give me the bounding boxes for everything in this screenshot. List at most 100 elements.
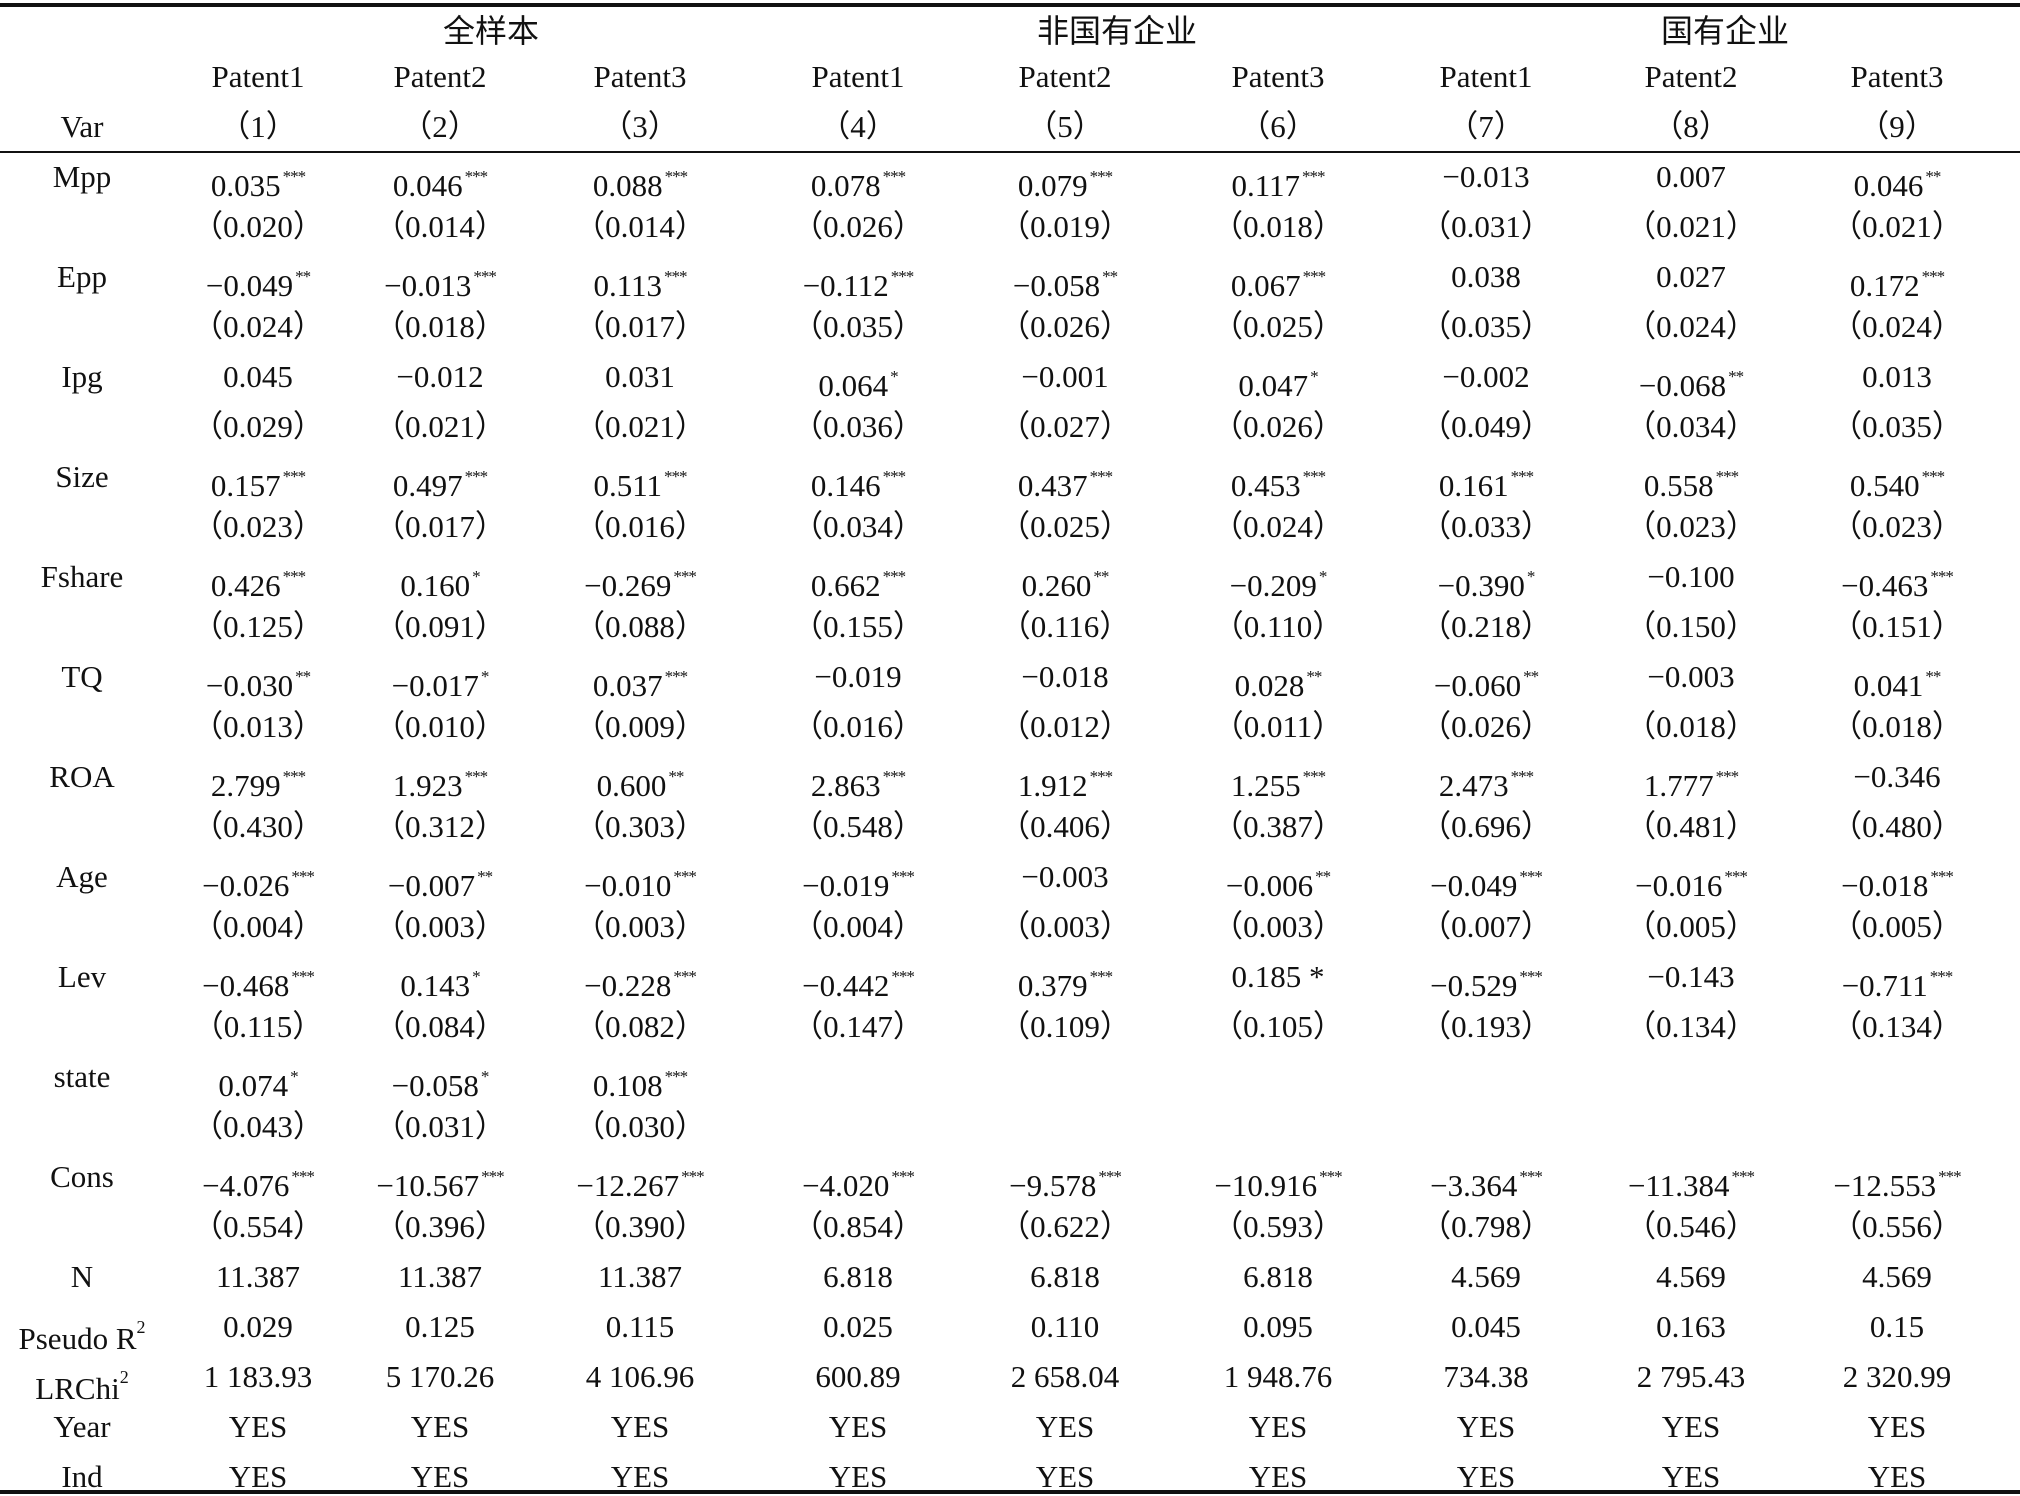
coef-value: 2.863	[810, 768, 881, 803]
coef-cell: −9.578 ***	[1009, 1158, 1122, 1205]
coef-cell: 0.078 ***	[811, 158, 906, 205]
stat-value: YES	[1456, 1459, 1516, 1494]
significance-stars: **	[1728, 367, 1744, 386]
coef-cell: −0.002	[1442, 358, 1529, 396]
significance-stars: ***	[681, 1167, 704, 1186]
coef-value: 0.046	[1853, 168, 1924, 203]
std-error-cell: （0.016）	[792, 709, 924, 744]
coef-value: −11.384	[1627, 1168, 1730, 1203]
coef-value: 0.558	[1643, 468, 1714, 503]
variable-label: ROA	[49, 759, 115, 794]
coef-value: −0.058	[391, 1068, 479, 1103]
coef-cell: 0.160 *	[400, 558, 480, 605]
stat-value: YES	[1035, 1459, 1095, 1494]
significance-stars: ***	[282, 767, 306, 786]
stat-label-text: Pseudo R	[18, 1321, 137, 1356]
significance-stars: ***	[882, 567, 906, 586]
coef-value: 0.007	[1656, 159, 1726, 194]
coef-value: 0.600	[596, 768, 667, 803]
coef-cell: −0.058 *	[391, 1058, 490, 1105]
significance-stars: ***	[673, 867, 696, 886]
coef-value: 0.064	[818, 368, 889, 403]
coef-cell: 0.046 ***	[392, 158, 488, 205]
significance-stars: ***	[891, 867, 914, 886]
coef-cell: 0.041 **	[1853, 658, 1942, 705]
std-error-cell: （0.430）	[192, 809, 324, 844]
stat-value: 734.38	[1443, 1359, 1529, 1394]
column-number: （5）	[1026, 109, 1104, 144]
coef-cell: −12.553 ***	[1833, 1158, 1961, 1205]
stat-value: YES	[1248, 1459, 1308, 1494]
stat-label: LRChi2	[35, 1358, 128, 1408]
coef-cell: 1.777 ***	[1644, 758, 1739, 805]
coef-value: −0.100	[1647, 559, 1735, 594]
std-error-cell: （0.018）	[1212, 209, 1344, 244]
coef-cell: −3.364 ***	[1430, 1158, 1543, 1205]
std-error-cell: （0.017）	[574, 309, 706, 344]
stat-value: 6.818	[1243, 1259, 1313, 1294]
stat-value: 11.387	[397, 1259, 483, 1294]
coef-value: −0.019	[802, 868, 890, 903]
std-error-cell: （0.480）	[1831, 809, 1963, 844]
significance-stars: ***	[1089, 767, 1113, 786]
coef-cell: −4.076 ***	[202, 1158, 315, 1205]
std-error-cell: （0.023）	[1625, 509, 1757, 544]
significance-stars: ***	[1731, 1167, 1755, 1186]
significance-stars: ***	[282, 567, 306, 586]
std-error-cell: （0.012）	[999, 709, 1131, 744]
significance-stars: ***	[1921, 467, 1945, 486]
coef-value: 0.379	[1017, 968, 1088, 1003]
coef-value: 0.453	[1230, 468, 1301, 503]
std-error-cell: （0.005）	[1831, 909, 1963, 944]
stat-value: YES	[1456, 1409, 1516, 1444]
significance-stars: ***	[282, 167, 306, 186]
std-error-cell: （0.218）	[1420, 609, 1552, 644]
std-error-cell: （0.036）	[792, 409, 924, 444]
header-rule	[0, 151, 2020, 153]
std-error-cell: （0.029）	[192, 409, 324, 444]
coef-value: −0.019	[814, 659, 902, 694]
coef-cell: −0.018 ***	[1841, 858, 1954, 905]
coef-value: 0.260	[1021, 568, 1092, 603]
coef-value: −3.364	[1430, 1168, 1518, 1203]
coef-value: −0.228	[584, 968, 672, 1003]
coef-cell: −12.267 ***	[576, 1158, 704, 1205]
coef-value: −4.076	[202, 1168, 290, 1203]
std-error-cell: （0.024）	[1212, 509, 1344, 544]
significance-stars: ***	[1089, 967, 1113, 986]
coef-cell: 0.558 ***	[1643, 458, 1739, 505]
coef-cell: −11.384 ***	[1627, 1158, 1755, 1205]
coef-value: −0.068	[1638, 368, 1727, 403]
coef-value: −0.269	[584, 568, 672, 603]
std-error-cell: （0.034）	[792, 509, 924, 544]
coef-cell: 0.497 ***	[393, 458, 488, 505]
column-number: （4）	[819, 109, 897, 144]
std-error-cell: （0.546）	[1625, 1209, 1757, 1244]
coef-cell: 0.013	[1862, 358, 1932, 396]
coef-cell: 0.662 ***	[811, 558, 906, 605]
coef-cell: −0.468 ***	[202, 958, 315, 1005]
coef-cell: 0.035 ***	[211, 158, 306, 205]
coef-cell: 0.074 *	[218, 1058, 298, 1105]
coef-cell: −0.060 **	[1434, 658, 1539, 705]
stat-value: 2 320.99	[1842, 1359, 1952, 1394]
significance-stars: ***	[664, 667, 688, 686]
stat-value: 0.110	[1030, 1309, 1100, 1344]
stat-value: 0.045	[1451, 1309, 1521, 1344]
column-number: （6）	[1239, 109, 1317, 144]
coef-cell: −0.442 ***	[802, 958, 915, 1005]
std-error-cell: （0.018）	[374, 309, 506, 344]
coef-value: −0.049	[205, 268, 294, 303]
stat-value: 6.818	[823, 1259, 893, 1294]
coef-cell: 2.473 ***	[1439, 758, 1534, 805]
coef-value: 0.038	[1451, 259, 1521, 294]
significance-stars: ***	[1302, 267, 1326, 286]
coef-value: −0.030	[205, 668, 294, 703]
coef-value: −0.143	[1647, 959, 1735, 994]
coef-value: 0.041	[1853, 668, 1924, 703]
coef-cell: −0.017 *	[392, 658, 490, 705]
coef-value: −0.209	[1229, 568, 1317, 603]
coef-value: 0.046	[392, 168, 463, 203]
coef-cell: 0.437 ***	[1018, 458, 1113, 505]
significance-stars: ***	[473, 267, 496, 286]
